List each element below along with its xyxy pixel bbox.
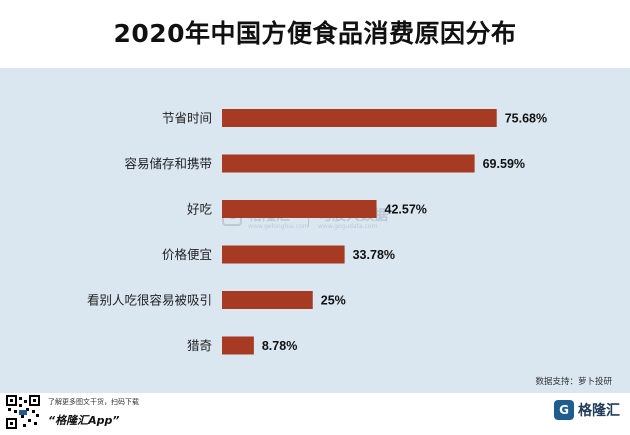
footer-app-name: “格隆汇App” (48, 414, 120, 427)
gelonghui-logo-icon: G (554, 400, 574, 420)
footer-promo-text: 了解更多图文干货，扫码下载 (48, 398, 139, 406)
category-label: 容易储存和携带 (124, 156, 212, 171)
bar (222, 154, 475, 173)
watermark-site-2: www.gogudata.com (318, 223, 378, 230)
bar (222, 291, 313, 309)
category-label: 看别人吃很容易被吸引 (87, 293, 212, 308)
data-source: 数据支持：萝卜投研 (535, 377, 612, 387)
qr-code-icon[interactable] (6, 395, 40, 429)
chart-title: 2020年中国方便食品消费原因分布 (113, 19, 517, 48)
category-label: 节省时间 (162, 111, 212, 126)
footer-divider (0, 390, 630, 393)
value-label: 25% (321, 294, 346, 308)
bar (222, 245, 345, 264)
bar-chart: 节省时间 75.68% 容易储存和携带 69.59% 好吃 42.57% 价格便宜 33.78… (87, 109, 547, 355)
value-label: 69.59% (483, 157, 525, 171)
value-label: 42.57% (385, 203, 427, 217)
category-label: 价格便宜 (162, 247, 212, 262)
value-label: 75.68% (505, 112, 547, 126)
category-label: 猎奇 (187, 338, 212, 353)
bar (222, 200, 377, 218)
value-label: 33.78% (353, 248, 395, 262)
bar (222, 336, 254, 355)
brand-logo: G 格隆汇 (554, 398, 624, 428)
watermark-site: www.gelonghui.com (248, 223, 309, 230)
category-label: 好吃 (187, 202, 213, 217)
logo-text: 格隆汇 (578, 403, 620, 419)
bar (222, 109, 497, 127)
value-label: 8.78% (262, 339, 297, 353)
footer: 了解更多图文干货，扫码下载 “格隆汇App” G 格隆汇 (0, 390, 630, 435)
